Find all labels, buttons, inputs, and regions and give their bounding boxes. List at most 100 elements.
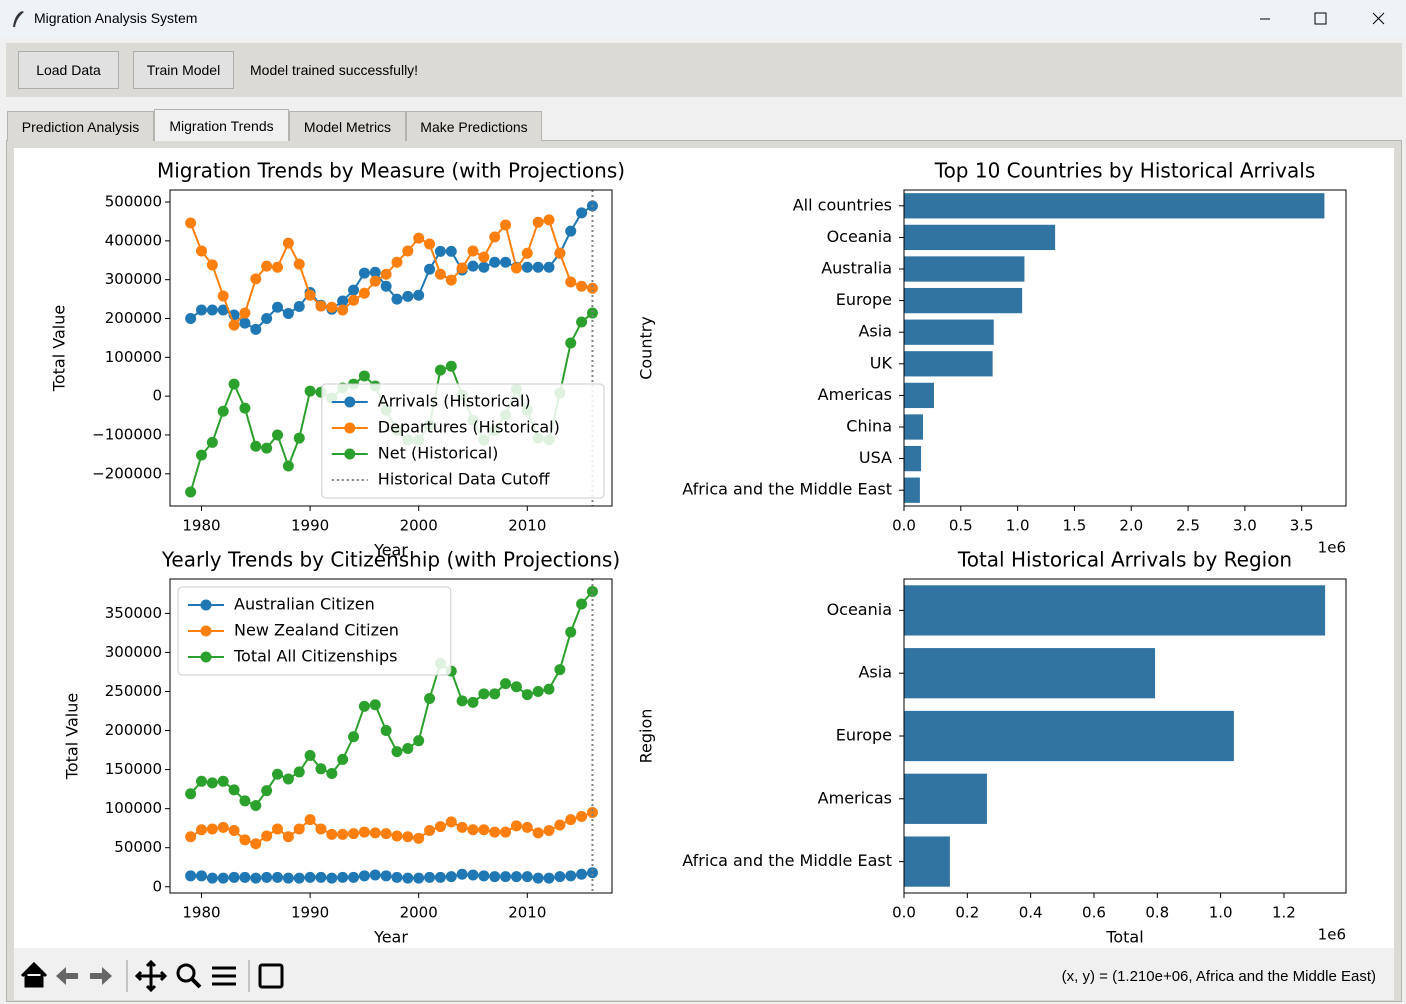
- data-point: [261, 785, 273, 797]
- data-point: [304, 289, 316, 301]
- home-button[interactable]: [20, 961, 48, 988]
- bar: [904, 193, 1325, 219]
- forward-button[interactable]: [90, 967, 112, 985]
- y-tick-label: Europe: [836, 290, 892, 309]
- data-point: [272, 823, 284, 835]
- data-point: [565, 337, 577, 349]
- data-point: [532, 827, 544, 839]
- legend-marker: [344, 448, 356, 460]
- data-point: [576, 316, 588, 328]
- tab[interactable]: Model Metrics: [289, 111, 406, 141]
- y-axis-label: Country: [637, 316, 656, 380]
- data-point: [467, 696, 479, 708]
- x-tick-label: 1.0: [1006, 517, 1030, 535]
- tab[interactable]: Prediction Analysis: [7, 111, 154, 141]
- data-point: [282, 831, 294, 843]
- data-point: [261, 830, 273, 842]
- data-point: [532, 216, 544, 228]
- y-tick-label: 350000: [105, 604, 162, 622]
- figure-canvas: [14, 148, 1394, 948]
- data-point: [543, 825, 555, 837]
- data-point: [272, 768, 284, 780]
- data-point: [510, 262, 522, 274]
- data-point: [293, 300, 305, 312]
- status-label: Model trained successfully!: [250, 62, 419, 78]
- data-point: [250, 800, 262, 812]
- y-tick-label: 200000: [105, 309, 162, 327]
- data-point: [315, 300, 327, 312]
- y-tick-label: 50000: [114, 838, 162, 856]
- data-point: [217, 405, 229, 417]
- tab[interactable]: Make Predictions: [406, 111, 542, 141]
- y-tick-label: USA: [859, 448, 892, 467]
- window-controls: [1260, 12, 1385, 25]
- data-point: [272, 301, 284, 313]
- x-tick-label: 2.0: [1119, 517, 1143, 535]
- x-tick-label: 0.0: [892, 517, 916, 535]
- data-point: [456, 695, 468, 707]
- data-point: [445, 816, 457, 828]
- zoom-button[interactable]: [176, 963, 196, 983]
- data-point: [576, 598, 588, 610]
- bar: [904, 648, 1156, 699]
- x-axis-label: Year: [373, 541, 408, 560]
- y-tick-label: Africa and the Middle East: [682, 480, 892, 499]
- x-tick-label: 1.0: [1209, 904, 1233, 922]
- data-point: [521, 261, 533, 273]
- data-point: [521, 821, 533, 833]
- load-data-button[interactable]: Load Data: [18, 51, 119, 89]
- data-point: [576, 207, 588, 219]
- data-point: [413, 832, 425, 844]
- data-point: [402, 290, 414, 302]
- x-tick-label: 2010: [508, 904, 546, 922]
- data-point: [456, 262, 468, 274]
- app-icon: [13, 11, 24, 27]
- data-point: [510, 820, 522, 832]
- data-point: [358, 267, 370, 279]
- data-point: [586, 867, 598, 879]
- y-tick-label: 500000: [105, 193, 162, 211]
- data-point: [206, 777, 218, 789]
- data-point: [369, 275, 381, 287]
- bar: [904, 287, 1023, 314]
- data-point: [337, 295, 349, 307]
- data-point: [337, 753, 349, 765]
- axis-offset-label: 1e6: [1318, 926, 1346, 944]
- data-point: [478, 688, 490, 700]
- data-point: [348, 871, 360, 883]
- data-point: [315, 871, 327, 883]
- data-point: [391, 293, 403, 305]
- data-point: [554, 871, 566, 883]
- maximize-button[interactable]: [1314, 12, 1327, 25]
- data-point: [413, 232, 425, 244]
- close-button[interactable]: [1372, 12, 1385, 25]
- axes-frame: [169, 578, 613, 894]
- data-point: [489, 231, 501, 243]
- data-point: [250, 838, 262, 850]
- y-tick-label: All countries: [793, 195, 892, 214]
- data-point: [413, 735, 425, 747]
- charts: Migration Trends by Measure (with Projec…: [50, 159, 1347, 947]
- data-point: [586, 307, 598, 319]
- y-tick-label: −200000: [92, 464, 162, 482]
- x-tick-label: 0.2: [955, 904, 979, 922]
- data-point: [478, 870, 490, 882]
- tab[interactable]: Migration Trends: [154, 109, 289, 141]
- data-point: [326, 872, 338, 884]
- save-button[interactable]: [258, 963, 284, 989]
- data-point: [272, 261, 284, 273]
- data-point: [543, 214, 555, 226]
- y-tick-label: Africa and the Middle East: [682, 851, 892, 870]
- data-point: [434, 821, 446, 833]
- x-tick-label: 2000: [400, 904, 438, 922]
- configure-button[interactable]: [212, 966, 236, 986]
- data-point: [565, 814, 577, 826]
- legend-label: Total All Citizenships: [233, 647, 398, 666]
- data-point: [391, 746, 403, 758]
- x-tick-label: 0.0: [892, 904, 916, 922]
- back-button[interactable]: [56, 967, 78, 985]
- train-model-button[interactable]: Train Model: [133, 51, 234, 89]
- pan-button[interactable]: [134, 959, 168, 993]
- y-tick-label: 200000: [105, 721, 162, 739]
- data-point: [239, 317, 251, 329]
